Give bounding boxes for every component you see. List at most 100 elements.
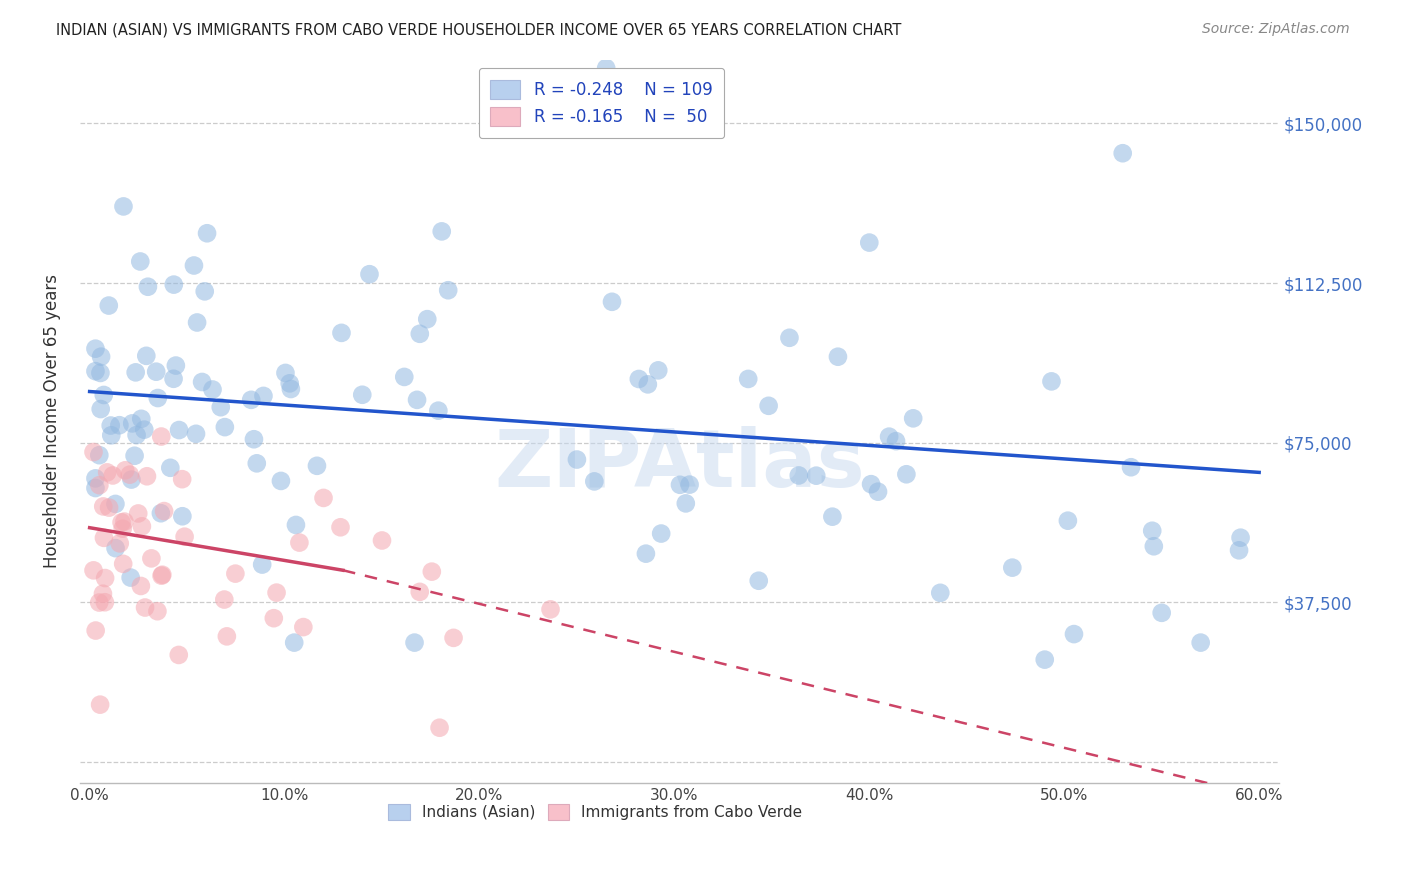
Point <box>1057 514 1080 528</box>
Point <box>821 509 844 524</box>
Point <box>89 698 111 712</box>
Point <box>134 600 156 615</box>
Point <box>409 326 432 341</box>
Point <box>404 635 426 649</box>
Point <box>146 604 169 618</box>
Point <box>650 526 672 541</box>
Point <box>96 466 118 480</box>
Point <box>330 326 353 340</box>
Point <box>101 468 124 483</box>
Legend: Indians (Asian), Immigrants from Cabo Verde: Indians (Asian), Immigrants from Cabo Ve… <box>382 797 808 826</box>
Point <box>430 224 453 238</box>
Point <box>173 530 195 544</box>
Point <box>104 541 127 556</box>
Point <box>93 388 115 402</box>
Point <box>91 587 114 601</box>
Point <box>104 497 127 511</box>
Point <box>352 388 374 402</box>
Point <box>90 350 112 364</box>
Point <box>125 428 148 442</box>
Point <box>172 509 194 524</box>
Point <box>165 359 187 373</box>
Point <box>1001 560 1024 574</box>
Point <box>84 364 107 378</box>
Point <box>1112 146 1135 161</box>
Point <box>121 417 143 431</box>
Point <box>127 507 149 521</box>
Point <box>758 399 780 413</box>
Point <box>90 402 112 417</box>
Point <box>737 372 759 386</box>
Point <box>84 624 107 638</box>
Point <box>371 533 394 548</box>
Point <box>129 254 152 268</box>
Point <box>83 563 105 577</box>
Point <box>214 592 236 607</box>
Point <box>145 365 167 379</box>
Point <box>195 227 218 241</box>
Point <box>98 500 121 515</box>
Y-axis label: Householder Income Over 65 years: Householder Income Over 65 years <box>44 275 60 568</box>
Point <box>827 350 849 364</box>
Point <box>443 631 465 645</box>
Point <box>243 432 266 446</box>
Point <box>89 478 111 492</box>
Point <box>1150 606 1173 620</box>
Point <box>209 400 232 414</box>
Point <box>194 285 217 299</box>
Point <box>1142 524 1164 538</box>
Point <box>283 635 305 649</box>
Point <box>215 629 238 643</box>
Point <box>167 423 190 437</box>
Point <box>162 372 184 386</box>
Point <box>91 500 114 514</box>
Point <box>246 456 269 470</box>
Point <box>186 316 208 330</box>
Point <box>153 504 176 518</box>
Point <box>129 412 152 426</box>
Point <box>112 557 135 571</box>
Point <box>329 520 352 534</box>
Point <box>278 376 301 391</box>
Point <box>120 571 142 585</box>
Point <box>250 558 273 572</box>
Point <box>112 199 135 213</box>
Point <box>89 448 111 462</box>
Point <box>184 426 207 441</box>
Point <box>183 259 205 273</box>
Point <box>429 721 451 735</box>
Point <box>108 418 131 433</box>
Point <box>305 458 328 473</box>
Point <box>778 331 800 345</box>
Point <box>806 468 828 483</box>
Point <box>201 383 224 397</box>
Point <box>263 611 285 625</box>
Point <box>292 620 315 634</box>
Point <box>136 279 159 293</box>
Point <box>111 522 134 536</box>
Point <box>83 445 105 459</box>
Point <box>420 565 443 579</box>
Point <box>141 551 163 566</box>
Point <box>359 267 381 281</box>
Point <box>394 370 416 384</box>
Point <box>600 294 623 309</box>
Point <box>191 375 214 389</box>
Point <box>860 477 883 491</box>
Point <box>1143 539 1166 553</box>
Point <box>312 491 335 505</box>
Point <box>108 536 131 550</box>
Point <box>114 463 136 477</box>
Point <box>135 349 157 363</box>
Point <box>159 460 181 475</box>
Point <box>929 586 952 600</box>
Point <box>94 595 117 609</box>
Point <box>896 467 918 482</box>
Point <box>100 428 122 442</box>
Point <box>240 392 263 407</box>
Point <box>427 403 450 417</box>
Point <box>172 472 194 486</box>
Point <box>150 567 173 582</box>
Point <box>1119 460 1142 475</box>
Point <box>787 468 810 483</box>
